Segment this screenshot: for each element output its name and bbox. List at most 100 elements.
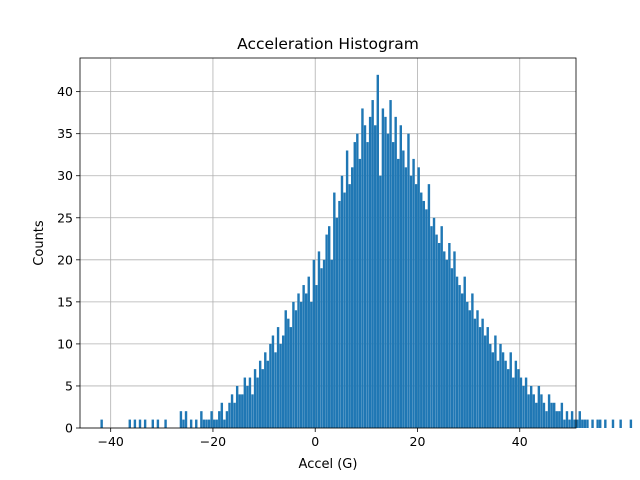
histogram-bar [414,184,418,428]
histogram-bar [517,369,520,428]
histogram-bar [276,327,280,428]
histogram-bar [483,335,487,428]
histogram-bar [343,192,346,428]
histogram-bar [100,419,103,428]
histogram-bar [486,327,489,428]
histogram-bar [215,419,218,428]
histogram-bar [241,394,244,428]
histogram-bar [386,133,390,428]
histogram-bar [565,411,569,428]
histogram-bar [417,167,420,428]
histogram-bar [427,184,431,428]
histogram-bar [366,142,369,428]
histogram-bar [310,301,313,428]
histogram-bar [379,175,382,428]
histogram-bar [394,116,397,429]
histogram-bar [537,385,541,428]
histogram-bar [412,158,415,428]
histogram-bar [312,259,316,428]
histogram-bar [399,125,402,429]
histogram-bar [535,402,538,428]
histogram-bar [499,343,502,428]
histogram-bar [200,411,203,428]
y-tick-label: 20 [57,252,73,267]
histogram-bar [271,335,275,428]
histogram-bar [233,402,236,428]
histogram-bar [202,419,206,428]
histogram-bar [284,310,287,428]
histogram-bar [496,360,500,428]
x-tick-label: 0 [311,434,319,449]
histogram-bar [328,226,331,428]
histogram-bar [289,327,293,428]
histogram-bar [524,377,528,428]
histogram-bar [540,394,543,428]
histogram-bar [611,419,615,428]
x-axis-ticks: −40 −20 0 20 40 [97,428,528,449]
histogram-bar [473,318,477,428]
histogram-bar [358,158,362,428]
histogram-bar [235,385,239,428]
histogram-bar [371,100,374,429]
histogram-bar [368,116,372,429]
histogram-bar [599,419,602,428]
histogram-bar [596,419,599,428]
histogram-bar [581,419,584,428]
histogram-bar [547,394,551,428]
histogram-bar [279,343,282,428]
histogram-bar [128,419,131,428]
histogram-bar [576,419,579,428]
histogram-bar [218,411,221,428]
histogram-bar [529,385,533,428]
histogram-bar [133,419,137,428]
histogram-bar [376,74,379,428]
histogram-bar [552,402,556,428]
histogram-bar [361,108,364,428]
histogram-bar [238,394,241,428]
x-tick-label: 40 [512,434,528,449]
histogram-bar [258,360,262,428]
histogram-bar [261,369,264,428]
histogram-bar [532,394,535,428]
histogram-bar [348,184,351,428]
histogram-bar [391,142,395,428]
histogram-bar [246,385,249,428]
histogram-bar [471,293,474,428]
histogram-bar [374,125,377,429]
histogram-bar [558,411,561,428]
histogram-bar [212,419,216,428]
histogram-bar [494,335,497,428]
histogram-bar [435,234,438,428]
histogram-bar [363,125,367,429]
histogram-bar [384,116,387,429]
histogram-bar [420,192,423,428]
histogram-bar [325,234,328,428]
plot-frame [79,57,577,429]
histogram-bar [466,301,469,428]
histogram-bar [504,360,507,428]
histogram-bar [179,411,183,428]
histogram-bar [292,301,295,428]
histogram-bar [251,394,254,428]
histogram-bar [281,335,285,428]
histogram-bar [522,385,525,428]
histogram-bar [340,175,344,428]
y-tick-label: 15 [57,294,73,309]
histogram-bar [578,411,581,428]
y-tick-label: 10 [57,336,73,351]
histogram-bar [297,293,300,428]
histogram-bar [453,251,456,428]
histogram-bar [256,377,259,428]
histogram-bar [228,402,231,428]
histogram-bar [253,369,257,428]
histogram-bar [450,268,454,428]
histogram-bar [512,377,515,428]
histogram-bar [573,419,576,428]
histogram-bar [604,419,607,428]
histogram-bar [266,360,270,428]
histogram-bar [422,200,426,428]
histogram-bar [210,411,213,428]
histogram-bar [356,133,359,428]
histogram-bars [100,74,633,429]
histogram-bar [560,402,564,428]
